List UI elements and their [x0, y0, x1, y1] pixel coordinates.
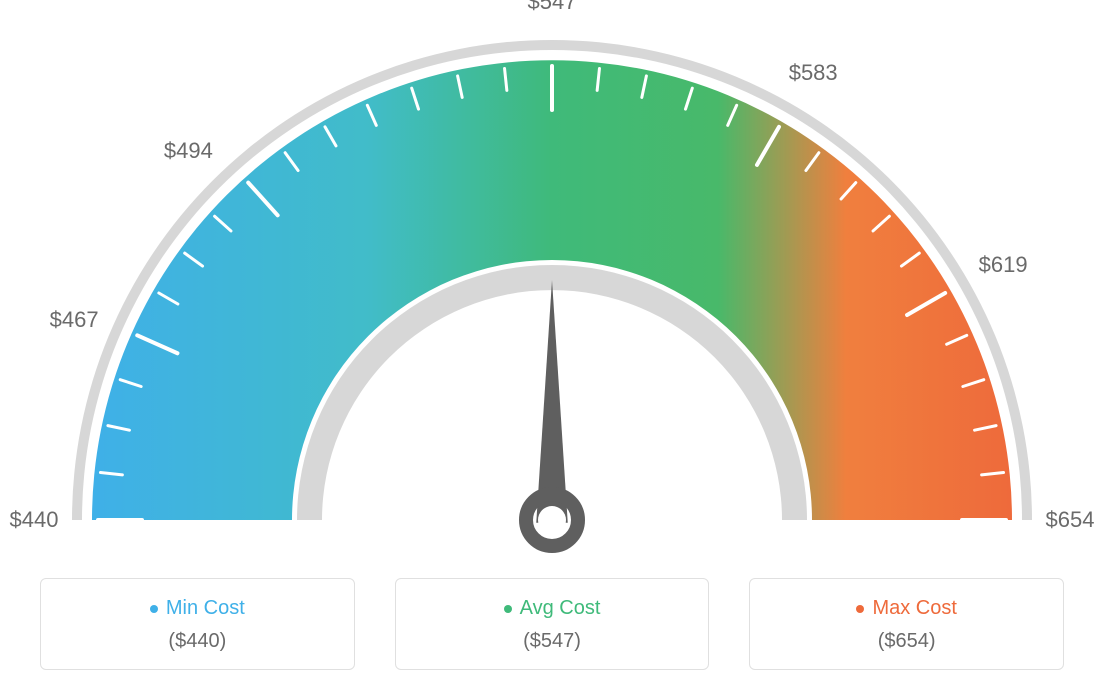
gauge-tick-label: $619: [979, 252, 1028, 278]
gauge-tick-label: $467: [50, 307, 99, 333]
legend-title-avg: Avg Cost: [406, 597, 699, 620]
legend-card-min: Min Cost ($440): [40, 578, 355, 670]
legend-title-max: Max Cost: [760, 597, 1053, 620]
cost-gauge: $440 $467 $494 $547 $583 $619 $654: [0, 0, 1104, 560]
legend-value-min: ($440): [51, 630, 344, 653]
legend-card-avg: Avg Cost ($547): [395, 578, 710, 670]
legend-label-avg: Avg Cost: [520, 597, 601, 620]
legend-dot-avg: [504, 605, 512, 613]
gauge-tick-label: $654: [1046, 507, 1095, 533]
legend-value-max: ($654): [760, 630, 1053, 653]
legend-dot-max: [856, 605, 864, 613]
legend-label-min: Min Cost: [166, 597, 245, 620]
legend-value-avg: ($547): [406, 630, 699, 653]
gauge-tick-label: $547: [528, 0, 577, 15]
legend-label-max: Max Cost: [872, 597, 956, 620]
gauge-tick-label: $494: [164, 138, 213, 164]
legend-row: Min Cost ($440) Avg Cost ($547) Max Cost…: [0, 578, 1104, 670]
legend-title-min: Min Cost: [51, 597, 344, 620]
legend-card-max: Max Cost ($654): [749, 578, 1064, 670]
gauge-svg: [0, 0, 1104, 560]
gauge-tick-label: $583: [789, 60, 838, 86]
legend-dot-min: [150, 605, 158, 613]
gauge-tick-label: $440: [10, 507, 59, 533]
